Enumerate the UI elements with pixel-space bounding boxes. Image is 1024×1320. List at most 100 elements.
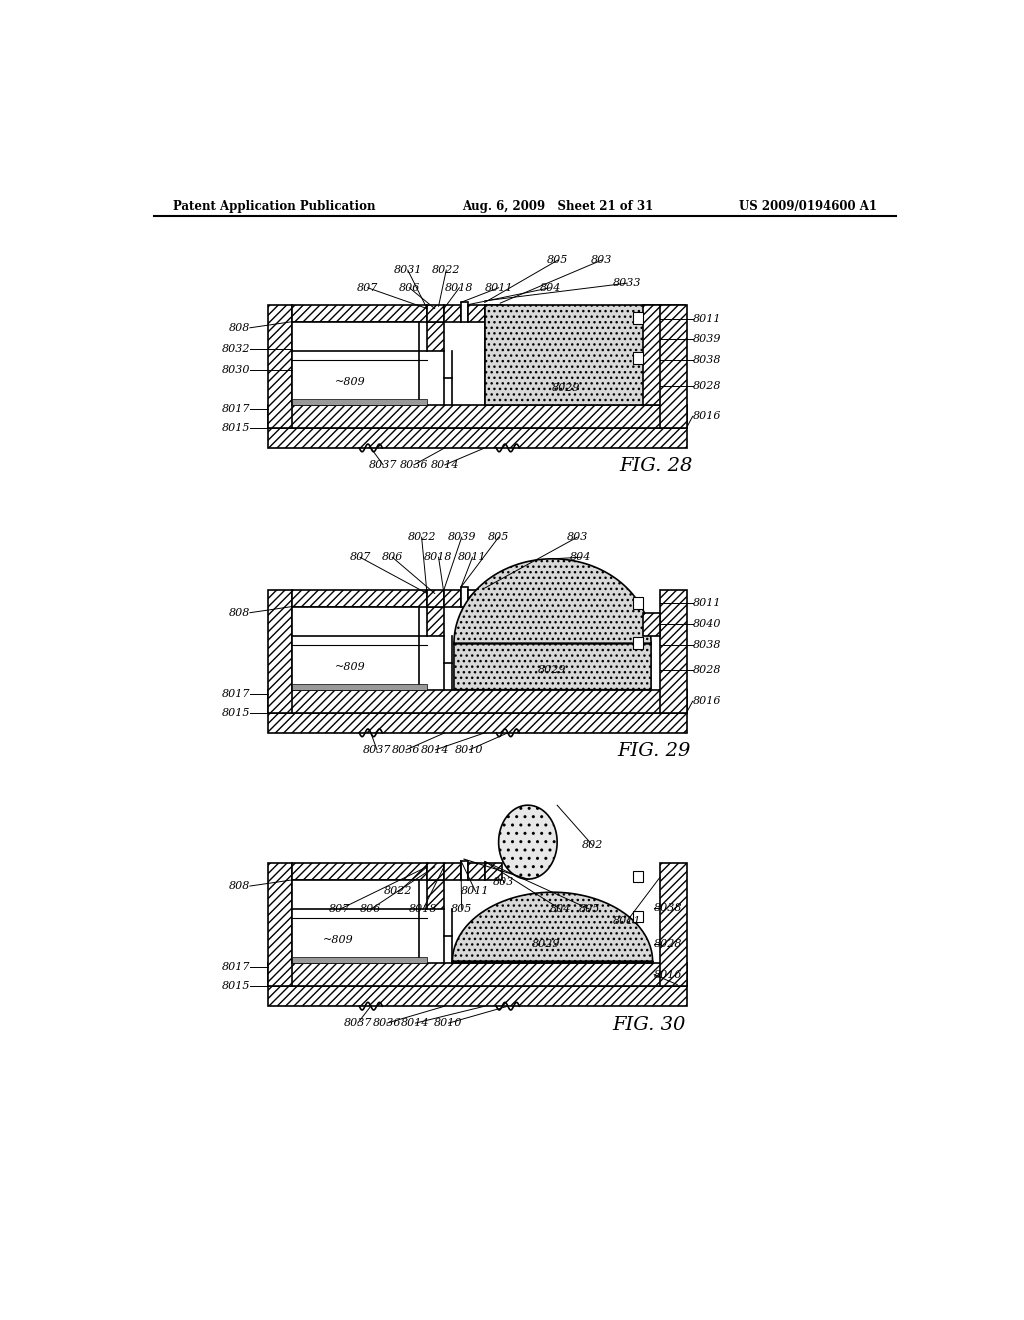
Text: 805: 805 [487,532,509,543]
Text: 8014: 8014 [421,744,450,755]
Bar [267,405,687,428]
Text: 8028: 8028 [692,380,721,391]
Text: Aug. 6, 2009   Sheet 21 of 31: Aug. 6, 2009 Sheet 21 of 31 [462,199,653,213]
Bar [427,305,444,322]
Text: 803: 803 [566,532,588,543]
Text: 8040: 8040 [692,619,721,630]
Text: 8037: 8037 [343,1018,372,1028]
Bar [633,871,643,882]
Bar [484,863,502,880]
Text: 808: 808 [228,880,250,891]
Text: 806: 806 [398,282,420,293]
Text: ~809: ~809 [324,935,354,945]
Text: 807: 807 [330,904,350,915]
Text: 8039: 8039 [692,334,721,345]
Text: 805: 805 [579,904,600,915]
Bar [267,305,292,428]
Text: 8011: 8011 [692,598,721,609]
Text: 8015: 8015 [221,708,250,718]
Bar [427,607,444,636]
Text: 8036: 8036 [373,1018,401,1028]
Text: 8038: 8038 [654,903,683,912]
Bar [427,590,444,607]
Bar [292,607,419,689]
Text: 8011: 8011 [484,282,513,293]
Bar [267,590,292,713]
Bar [461,302,468,322]
Bar [292,305,427,322]
Text: 804: 804 [540,282,561,293]
Text: 8028: 8028 [692,665,721,676]
Bar [660,863,687,986]
Text: 8017: 8017 [221,404,250,413]
Text: 8029: 8029 [539,665,566,676]
Bar [427,880,444,909]
Text: 806: 806 [360,904,382,915]
Text: FIG. 29: FIG. 29 [617,742,690,760]
Bar [468,305,484,322]
Text: FIG. 28: FIG. 28 [620,458,693,475]
Polygon shape [454,558,651,689]
Text: 8017: 8017 [221,962,250,972]
Text: 8018: 8018 [445,282,473,293]
Bar [660,305,687,428]
Text: 8022: 8022 [432,265,461,275]
Text: 8010: 8010 [455,744,483,755]
Text: 807: 807 [357,282,379,293]
Text: 8022: 8022 [408,532,436,543]
Polygon shape [499,805,557,879]
Text: 803: 803 [591,255,612,265]
Bar [444,863,461,880]
Bar [267,986,687,1006]
Text: 8014: 8014 [430,459,459,470]
Bar [267,713,687,733]
Polygon shape [453,892,652,964]
Bar [633,911,643,923]
Text: 8030: 8030 [221,366,250,375]
Text: 8029: 8029 [551,383,580,393]
Bar [427,863,444,880]
Bar [633,638,643,649]
Text: 8018: 8018 [409,904,437,915]
Text: 8016: 8016 [654,970,683,979]
Text: 8015: 8015 [221,422,250,433]
Text: 8022: 8022 [384,887,413,896]
Text: 803: 803 [493,878,514,887]
Text: ~809: ~809 [335,661,366,672]
Text: 8029: 8029 [532,939,560,949]
Text: 804: 804 [570,552,592,562]
Text: 8011: 8011 [458,552,486,562]
Text: 806: 806 [382,552,403,562]
Text: 8031: 8031 [393,265,422,275]
Bar [292,399,427,405]
Text: 8015: 8015 [221,981,250,991]
Text: Patent Application Publication: Patent Application Publication [173,199,376,213]
Text: 8036: 8036 [392,744,421,755]
Bar [427,322,444,351]
Text: 8038: 8038 [692,355,721,366]
Bar [292,863,427,880]
Bar [633,313,643,323]
Bar [292,957,427,964]
Bar [643,612,660,636]
Text: FIG. 30: FIG. 30 [611,1015,685,1034]
Bar [267,964,687,986]
Bar [633,597,643,609]
Text: 8017: 8017 [221,689,250,698]
Bar [292,880,419,964]
Bar [468,590,484,607]
Bar [643,305,685,405]
Bar [468,863,484,880]
Text: 802: 802 [582,841,603,850]
Text: 8033: 8033 [613,279,641,288]
Text: 808: 808 [228,323,250,333]
Text: 805: 805 [547,255,568,265]
Text: 805: 805 [451,904,472,915]
Bar [267,863,292,986]
Bar [292,322,419,405]
Bar [267,689,687,713]
Text: 8018: 8018 [424,552,453,562]
Text: 8011: 8011 [692,314,721,323]
Text: 8028: 8028 [654,939,683,949]
Text: 8037: 8037 [369,459,397,470]
